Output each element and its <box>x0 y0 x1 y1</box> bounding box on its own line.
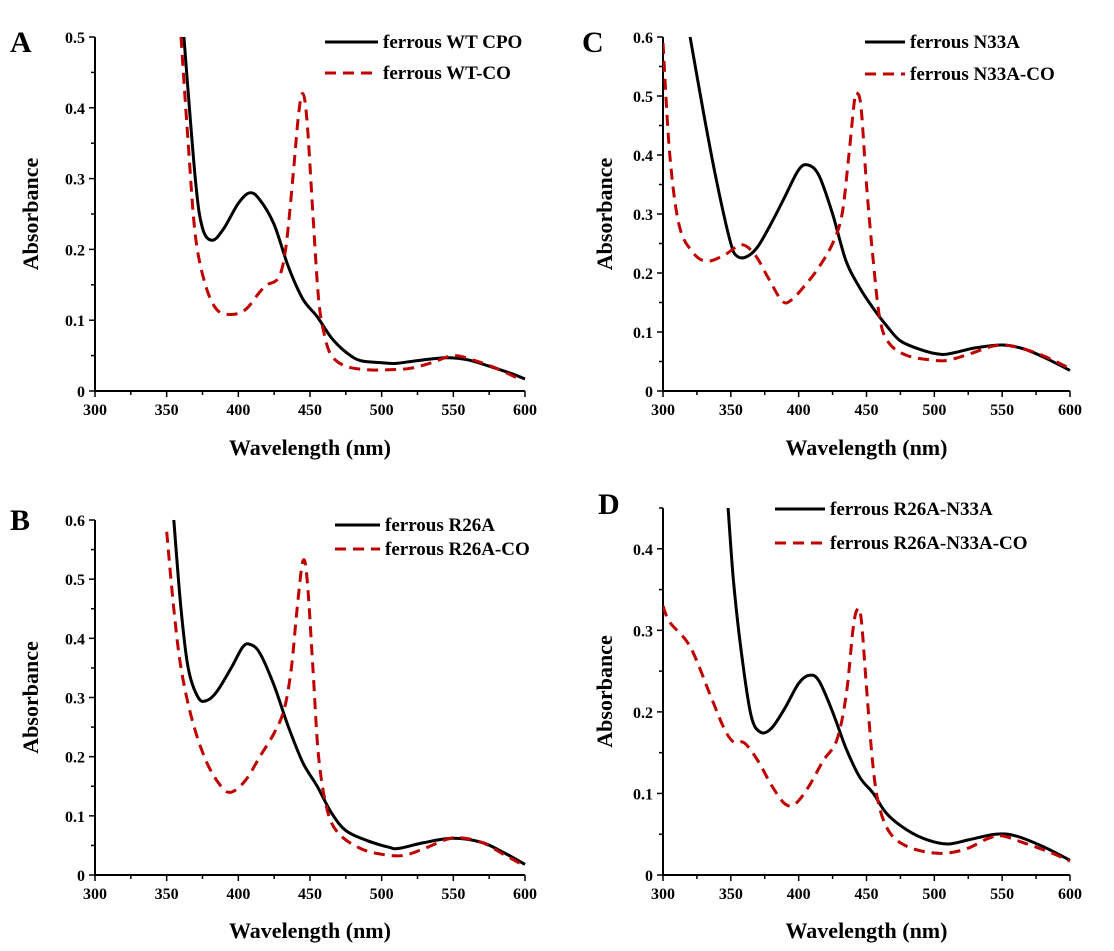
panel-label: B <box>10 504 30 537</box>
x-tick-label: 350 <box>719 886 743 903</box>
x-tick-label: 350 <box>719 402 743 419</box>
panel-label: C <box>582 26 604 59</box>
y-tick-label: 0 <box>77 384 85 401</box>
x-tick-label: 400 <box>787 886 811 903</box>
x-tick-label: 350 <box>155 402 179 419</box>
x-tick-label: 300 <box>83 402 107 419</box>
legend-label: ferrous WT-CO <box>383 63 511 84</box>
y-tick-label: 0.5 <box>65 572 85 589</box>
series-line-solid <box>726 507 1071 862</box>
y-axis-label: Absorbance <box>592 158 617 271</box>
y-tick-label: 0.5 <box>65 30 85 47</box>
y-tick-label: 0.4 <box>633 148 653 165</box>
y-tick-label: 0.1 <box>65 313 85 330</box>
x-axis-label: Wavelength (nm) <box>229 435 391 460</box>
x-tick-label: 600 <box>513 402 537 419</box>
x-tick-label: 600 <box>1058 402 1082 419</box>
y-tick-label: 0.3 <box>65 691 85 708</box>
x-tick-label: 400 <box>226 886 250 903</box>
y-tick-label: 0.2 <box>633 705 653 722</box>
x-tick-label: 450 <box>855 402 879 419</box>
x-tick-label: 400 <box>226 402 250 419</box>
x-tick-label: 600 <box>513 886 537 903</box>
y-tick-label: 0.1 <box>633 786 653 803</box>
x-tick-label: 450 <box>855 886 879 903</box>
chart-panel-c: C 300 350 400 450 500 550 600 0 0.1 0.2 0.3 0.4 0.5 0.… <box>582 26 1082 460</box>
x-tick-label: 500 <box>922 886 946 903</box>
x-tick-label: 550 <box>990 886 1014 903</box>
x-tick-label: 300 <box>83 886 107 903</box>
y-tick-label: 0 <box>77 868 85 885</box>
legend-label: ferrous R26A <box>385 515 495 536</box>
y-tick-label: 0.4 <box>65 631 85 648</box>
series-line-dashed <box>179 36 519 380</box>
series-line-dashed <box>165 531 526 868</box>
y-axis-label: Absorbance <box>18 641 43 754</box>
legend-label: ferrous R26A-N33A <box>830 499 993 520</box>
y-tick-label: 0.2 <box>633 266 653 283</box>
x-axis-label: Wavelength (nm) <box>786 918 948 943</box>
x-tick-label: 500 <box>370 402 394 419</box>
chart-panel-d: D 300 350 400 450 500 550 600 0 0.1 0.2 0.3 0.4 Wavel… <box>592 488 1082 943</box>
y-tick-label: 0 <box>645 868 653 885</box>
x-tick-label: 500 <box>922 402 946 419</box>
x-tick-label: 600 <box>1058 886 1082 903</box>
y-tick-label: 0.3 <box>633 207 653 224</box>
y-tick-label: 0.2 <box>65 750 85 767</box>
series-line-solid <box>172 519 526 866</box>
y-axis-label: Absorbance <box>592 635 617 748</box>
chart-panel-b: B 300 350 400 450 500 550 600 0 0.1 0.2 0.3 0.4 0.5 0.… <box>10 504 537 943</box>
x-axis-label: Wavelength (nm) <box>229 918 391 943</box>
x-tick-label: 550 <box>441 886 465 903</box>
x-tick-label: 450 <box>298 886 322 903</box>
x-tick-label: 550 <box>990 402 1014 419</box>
x-tick-label: 300 <box>651 402 675 419</box>
legend-label: ferrous WT CPO <box>383 32 522 53</box>
y-tick-label: 0 <box>645 384 653 401</box>
y-tick-label: 0.3 <box>633 623 653 640</box>
x-tick-label: 300 <box>651 886 675 903</box>
series-line-dashed <box>663 605 1071 863</box>
y-tick-label: 0.5 <box>633 89 653 106</box>
legend-label: ferrous R26A-CO <box>385 539 530 560</box>
x-tick-label: 550 <box>441 402 465 419</box>
panel-label: A <box>10 26 32 59</box>
series-line-dashed <box>663 42 1071 370</box>
series-line-solid <box>182 36 526 381</box>
legend-label: ferrous N33A <box>910 32 1020 53</box>
y-tick-label: 0.6 <box>633 30 653 47</box>
y-tick-label: 0.4 <box>633 542 653 559</box>
y-tick-label: 0.1 <box>633 325 653 342</box>
legend-label: ferrous N33A-CO <box>910 64 1055 85</box>
x-tick-label: 350 <box>155 886 179 903</box>
x-tick-label: 450 <box>298 402 322 419</box>
x-axis-label: Wavelength (nm) <box>786 435 948 460</box>
chart-panel-a: A 300 350 400 450 500 550 600 0 0.1 0.2 0.3 0.4 0.5 Wa… <box>10 26 537 460</box>
y-tick-label: 0.4 <box>65 101 85 118</box>
y-tick-label: 0.3 <box>65 172 85 189</box>
series-line-solid <box>688 36 1071 372</box>
x-tick-label: 500 <box>370 886 394 903</box>
y-tick-label: 0.6 <box>65 513 85 530</box>
x-tick-label: 400 <box>787 402 811 419</box>
panel-label: D <box>598 488 620 521</box>
y-axis-label: Absorbance <box>18 158 43 271</box>
legend-label: ferrous R26A-N33A-CO <box>830 533 1028 554</box>
y-tick-label: 0.1 <box>65 809 85 826</box>
y-tick-label: 0.2 <box>65 242 85 259</box>
